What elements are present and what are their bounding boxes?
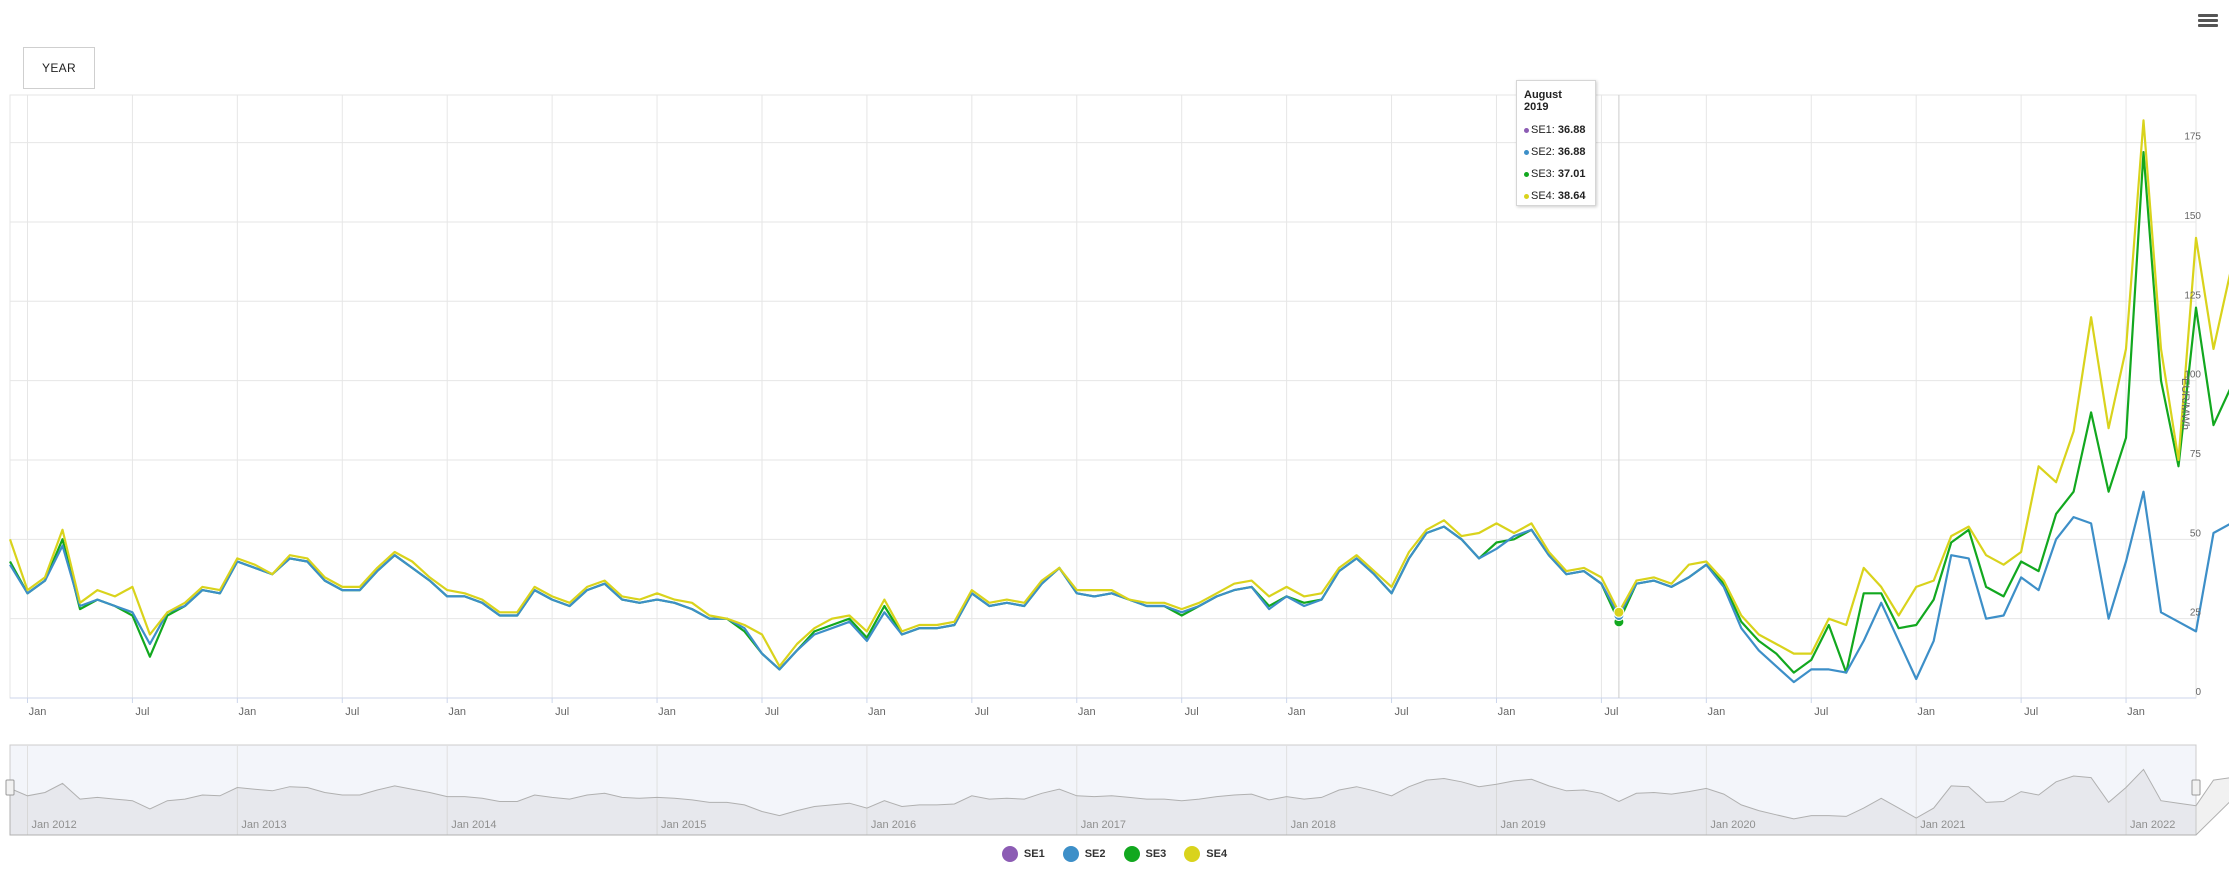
x-axis-ticks: Jan Jul Jan Jul Jan Jul Jan Jul Jan Jul Jan Jul Jan J… — [26, 698, 2145, 718]
navigator-label: Jan 2016 — [871, 819, 916, 831]
navigator-label: Jan 2020 — [1710, 819, 1755, 831]
x-tick-label: Jan — [1498, 706, 1516, 718]
navigator-label: Jan 2013 — [241, 819, 286, 831]
tooltip-row-se3: SE3: 37.01 — [1524, 168, 1588, 180]
y-tick-label: 125 — [2184, 290, 2201, 301]
tooltip-series-name: SE3: — [1531, 168, 1558, 180]
x-tick-label: Jul — [1604, 706, 1618, 718]
tooltip-series-name: SE1: — [1531, 124, 1558, 136]
legend-label: SE2 — [1084, 848, 1106, 860]
grid-lines — [9, 94, 2197, 699]
y-tick-label: 0 — [2195, 687, 2201, 698]
hover-marker — [1613, 95, 1625, 698]
series-line-se4[interactable] — [8, 119, 2229, 668]
x-tick-label: Jul — [555, 706, 569, 718]
navigator-label: Jan 2012 — [31, 819, 76, 831]
hamburger-menu-icon[interactable] — [2198, 12, 2218, 30]
tooltip-row-se1: SE1: 36.88 — [1524, 124, 1588, 136]
tooltip: August 2019 SE1: 36.88 SE2: 36.88 SE3: 37.… — [1516, 80, 1596, 206]
plot-border — [9, 94, 2197, 699]
x-tick-label: Jan — [1917, 706, 1935, 718]
x-tick-label: Jan — [29, 706, 47, 718]
tooltip-value: 37.01 — [1557, 168, 1586, 180]
legend-marker — [1184, 846, 1201, 862]
x-tick-label: Jan — [1078, 706, 1096, 718]
x-tick-label: Jul — [765, 706, 779, 718]
legend: SE1 SE2 SE3 SE4 — [0, 846, 2229, 862]
tooltip-value: 36.88 — [1557, 124, 1586, 136]
x-tick-label: Jul — [975, 706, 989, 718]
navigator-label: Jan 2017 — [1081, 819, 1126, 831]
x-tick-label: Jul — [135, 706, 149, 718]
x-tick-label: Jan — [868, 706, 886, 718]
x-tick-label: Jan — [1288, 706, 1306, 718]
tooltip-title: August 2019 — [1524, 89, 1562, 113]
legend-item-se2[interactable]: SE2 — [1062, 846, 1106, 862]
legend-item-se1[interactable]: SE1 — [1001, 846, 1045, 862]
tooltip-value: 38.64 — [1557, 190, 1586, 202]
navigator-label: Jan 2021 — [1920, 819, 1965, 831]
legend-item-se3[interactable]: SE3 — [1123, 846, 1167, 862]
tooltip-dot — [1524, 171, 1529, 177]
y-axis-label: EUR/MWh — [2179, 378, 2191, 430]
navigator-label: Jan 2018 — [1291, 819, 1336, 831]
year-button[interactable]: YEAR — [23, 47, 95, 89]
hover-point-se4 — [1613, 606, 1625, 618]
series-lines — [8, 119, 2229, 684]
y-tick-label: 75 — [2190, 449, 2202, 460]
x-tick-label: Jan — [2127, 706, 2145, 718]
y-tick-label: 175 — [2184, 132, 2201, 143]
x-tick-label: Jan — [658, 706, 676, 718]
y-axis-ticks: 0 25 50 75 100 125 150 175 — [2184, 132, 2201, 698]
legend-label: SE4 — [1206, 848, 1228, 860]
x-tick-label: Jul — [1395, 706, 1409, 718]
navigator-handle-left[interactable] — [5, 779, 15, 796]
legend-label: SE3 — [1145, 848, 1167, 860]
y-tick-label: 25 — [2190, 608, 2202, 619]
navigator-label: Jan 2014 — [451, 819, 496, 831]
tooltip-dot — [1524, 149, 1529, 155]
x-tick-label: Jul — [1185, 706, 1199, 718]
tooltip-series-name: SE2: — [1531, 146, 1558, 158]
navigator-label: Jan 2015 — [661, 819, 706, 831]
x-tick-label: Jul — [2024, 706, 2038, 718]
navigator-label: Jan 2019 — [1500, 819, 1545, 831]
legend-label: SE1 — [1023, 848, 1045, 860]
y-tick-label: 150 — [2184, 211, 2201, 222]
tooltip-row-se2: SE2: 36.88 — [1524, 146, 1588, 158]
tooltip-dot — [1524, 127, 1529, 133]
navigator[interactable]: Jan 2012 Jan 2013 Jan 2014 Jan 2015 Jan 2016… — [5, 744, 2229, 836]
y-tick-label: 50 — [2190, 528, 2202, 539]
navigator-label: Jan 2022 — [2130, 819, 2175, 831]
x-tick-label: Jan — [238, 706, 256, 718]
x-tick-label: Jan — [1707, 706, 1725, 718]
navigator-series — [9, 768, 2229, 836]
legend-marker — [1001, 846, 1018, 862]
tooltip-dot — [1524, 193, 1529, 199]
legend-marker — [1062, 846, 1079, 862]
tooltip-row-se4: SE4: 38.64 — [1524, 190, 1588, 202]
navigator-mask[interactable] — [9, 744, 2197, 836]
x-tick-label: Jan — [448, 706, 466, 718]
x-tick-label: Jul — [1814, 706, 1828, 718]
legend-marker — [1123, 846, 1140, 862]
y-tick-label: 100 — [2184, 370, 2201, 381]
navigator-handle-right[interactable] — [2191, 779, 2201, 796]
tooltip-series-name: SE4: — [1531, 190, 1558, 202]
legend-item-se4[interactable]: SE4 — [1184, 846, 1227, 862]
x-tick-label: Jul — [345, 706, 359, 718]
tooltip-value: 36.88 — [1557, 146, 1586, 158]
